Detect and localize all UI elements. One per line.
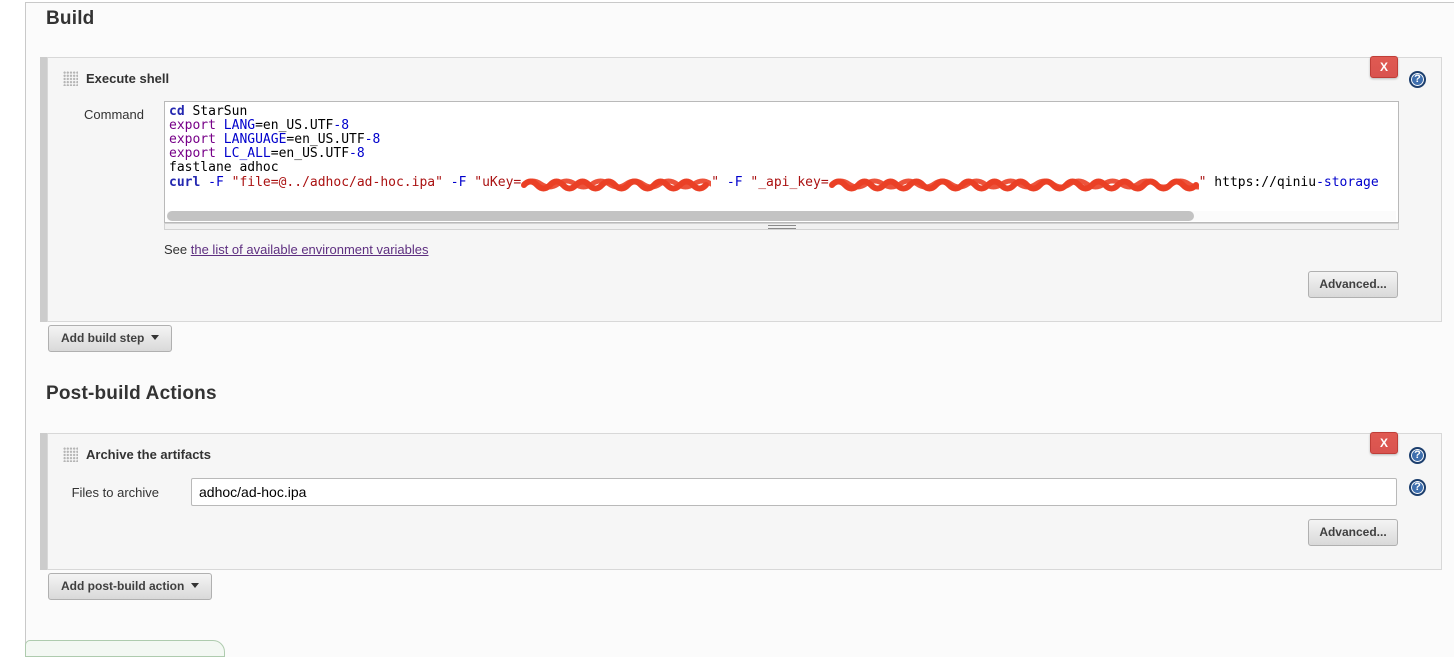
- command-editor[interactable]: cd StarSun export LANG=en_US.UTF-8 export …: [164, 101, 1399, 223]
- post-build-title: Archive the artifacts: [86, 447, 211, 462]
- code-token: LC_ALL: [223, 146, 271, 161]
- drag-grip-icon[interactable]: [63, 447, 78, 462]
- environment-variables-link[interactable]: the list of available environment variab…: [190, 242, 429, 257]
- code-token: fastlane adhoc: [169, 160, 279, 175]
- files-to-archive-input[interactable]: [191, 478, 1397, 506]
- code-token: export: [169, 132, 216, 147]
- code-token: [216, 118, 224, 133]
- build-step-execute-shell: Execute shell X ? Command cd StarSun expo…: [40, 56, 1442, 322]
- add-post-build-action-button[interactable]: Add post-build action: [48, 573, 213, 600]
- code-token: ": [711, 175, 720, 190]
- code-token: "_api_key=: [750, 175, 829, 190]
- code-token: curl: [169, 175, 201, 190]
- code-token: StarSun: [184, 104, 248, 119]
- code-token: -F: [726, 175, 743, 190]
- horizontal-scrollbar: [167, 211, 1396, 221]
- environment-variables-note: See the list of available environment va…: [164, 242, 429, 257]
- add-build-step-button[interactable]: Add build step: [48, 325, 173, 352]
- scrollbar-thumb[interactable]: [167, 211, 1194, 221]
- code-token: -F: [450, 175, 467, 190]
- help-icon[interactable]: ?: [1409, 479, 1426, 496]
- code-token: "file=@../adhoc/ad-hoc.ipa": [231, 175, 443, 190]
- code-token: "uKey=: [474, 175, 522, 190]
- code-token: [443, 175, 451, 190]
- env-note-prefix: See: [164, 242, 191, 257]
- code-token: https://qiniu: [1206, 175, 1317, 190]
- delete-post-build-action-button[interactable]: X: [1370, 432, 1398, 454]
- files-to-archive-label: Files to archive: [71, 485, 159, 500]
- code-token: export: [169, 118, 216, 133]
- post-build-panel: Archive the artifacts X ? Files to archi…: [47, 432, 1442, 570]
- code-token: [200, 175, 208, 190]
- help-icon[interactable]: ?: [1409, 71, 1426, 88]
- build-step-title: Execute shell: [86, 71, 170, 86]
- code-token: =en_US.UTF: [286, 132, 365, 147]
- code-token: cd: [169, 104, 185, 119]
- bottom-save-bar-partial: [25, 640, 225, 657]
- add-build-step-label: Add build step: [61, 331, 145, 345]
- caret-down-icon: [151, 335, 160, 341]
- drag-handle-bar[interactable]: [40, 57, 47, 322]
- code-token: [224, 175, 232, 190]
- command-code: cd StarSun export LANG=en_US.UTF-8 export …: [169, 104, 1398, 192]
- code-token: -F: [208, 175, 224, 190]
- build-section-heading: Build: [46, 8, 95, 29]
- code-token: LANGUAGE: [223, 132, 287, 147]
- textarea-resize-handle[interactable]: [164, 223, 1399, 230]
- code-token: [216, 132, 224, 147]
- code-token: =en_US.UTF: [255, 118, 334, 133]
- code-token: LANG: [223, 118, 256, 133]
- redaction-scribble: [521, 177, 714, 192]
- caret-down-icon: [191, 583, 200, 589]
- post-build-section-heading: Post-build Actions: [46, 383, 217, 404]
- delete-build-step-button[interactable]: X: [1370, 56, 1398, 78]
- drag-handle-bar[interactable]: [40, 433, 47, 570]
- add-post-build-action-label: Add post-build action: [61, 579, 185, 593]
- build-step-panel: Execute shell X ? Command cd StarSun expo…: [47, 56, 1442, 322]
- code-token: -8: [364, 132, 381, 147]
- code-token: -8: [349, 146, 365, 161]
- post-build-action-archive: Archive the artifacts X ? Files to archi…: [40, 432, 1442, 570]
- advanced-button[interactable]: Advanced...: [1308, 271, 1398, 298]
- redaction-scribble: [828, 177, 1209, 192]
- code-token: -storage: [1316, 175, 1379, 190]
- code-token: export: [169, 146, 216, 161]
- code-token: =en_US.UTF: [270, 146, 350, 161]
- code-token: ": [1198, 175, 1207, 190]
- command-label: Command: [84, 107, 144, 122]
- advanced-button[interactable]: Advanced...: [1308, 519, 1398, 546]
- drag-grip-icon[interactable]: [63, 71, 78, 86]
- resize-grip-icon: [767, 225, 796, 229]
- code-token: -8: [333, 118, 350, 133]
- code-token: [719, 175, 727, 190]
- help-icon[interactable]: ?: [1409, 447, 1426, 464]
- code-token: [216, 146, 224, 161]
